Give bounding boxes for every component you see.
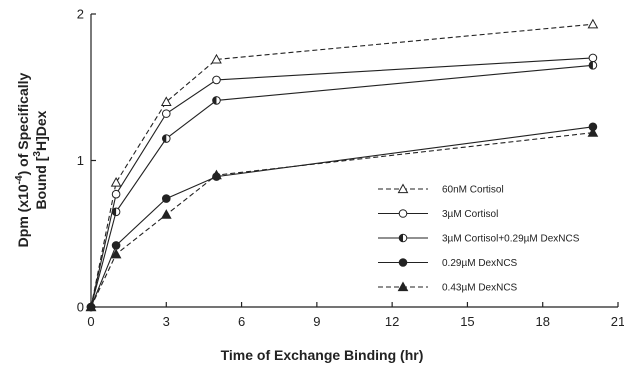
data-point [111,241,121,250]
legend-label: 3µM Cortisol+0.29µM DexNCS [442,234,580,245]
x-tick-label: 6 [238,314,245,329]
data-point [160,96,172,106]
x-tick-label: 21 [611,314,624,329]
series-layer [85,18,599,312]
data-point [588,53,598,63]
legend: 60nM Cortisol 3µM Cortisol 3µM Cortisol+0.… [378,183,580,294]
series-3 [86,60,598,312]
data-point [110,248,122,259]
x-tick-label: 9 [313,314,320,329]
legend-entry: 0.29µM DexNCS [378,258,518,269]
data-point [85,301,97,312]
y-axis-title-line-2: Bound [3H]Dex [32,110,49,209]
series-2 [86,53,598,312]
data-point [161,194,171,203]
legend-entry: 3µM Cortisol+0.29µM DexNCS [378,234,580,245]
y-tick-label: 2 [77,7,84,22]
legend-marker [398,209,408,218]
x-tick-label: 18 [535,314,549,329]
data-point [211,53,222,64]
x-tick-label: 0 [87,314,94,329]
y-axis-title-line-1: Dpm (x10-4) of Specifically [14,72,31,247]
x-tick-label: 12 [385,314,399,329]
data-point [587,127,599,137]
data-point [160,209,172,219]
legend-entry: 3µM Cortisol [378,209,498,220]
series-1 [85,18,599,312]
legend-label: 0.43µM DexNCS [442,283,518,294]
legend-label: 0.29µM DexNCS [442,258,518,269]
data-point [111,189,121,199]
data-point [212,75,221,85]
legend-marker [397,281,409,292]
y-axis-title: Dpm (x10-4) of Specifically Bound [3H]De… [14,72,49,247]
legend-marker [398,258,408,267]
y-tick-label: 0 [77,300,84,315]
x-ticks: 0 3 6 9 12 15 18 21 [87,302,624,329]
x-tick-label: 15 [460,314,474,329]
data-point [111,207,121,217]
series-line [90,23,593,308]
legend-entry: 60nM Cortisol [378,183,504,196]
data-point [212,96,221,105]
legend-label: 60nM Cortisol [442,185,504,196]
data-point [161,109,171,118]
y-tick-label: 1 [77,153,84,168]
data-point [110,176,122,187]
x-tick-label: 3 [163,314,170,329]
series-line [90,132,593,308]
series-5 [85,127,599,312]
axes [90,14,618,308]
data-point [211,169,222,180]
series-line [90,57,593,308]
data-point [587,18,599,29]
y-ticks: 0 1 2 [77,7,96,315]
legend-entry: 0.43µM DexNCS [378,281,518,294]
data-point [588,60,598,70]
legend-marker [397,183,409,194]
data-point [161,134,171,143]
x-axis-title: Time of Exchange Binding (hr) [221,347,424,363]
legend-marker [398,233,408,243]
legend-label: 3µM Cortisol [442,209,498,220]
